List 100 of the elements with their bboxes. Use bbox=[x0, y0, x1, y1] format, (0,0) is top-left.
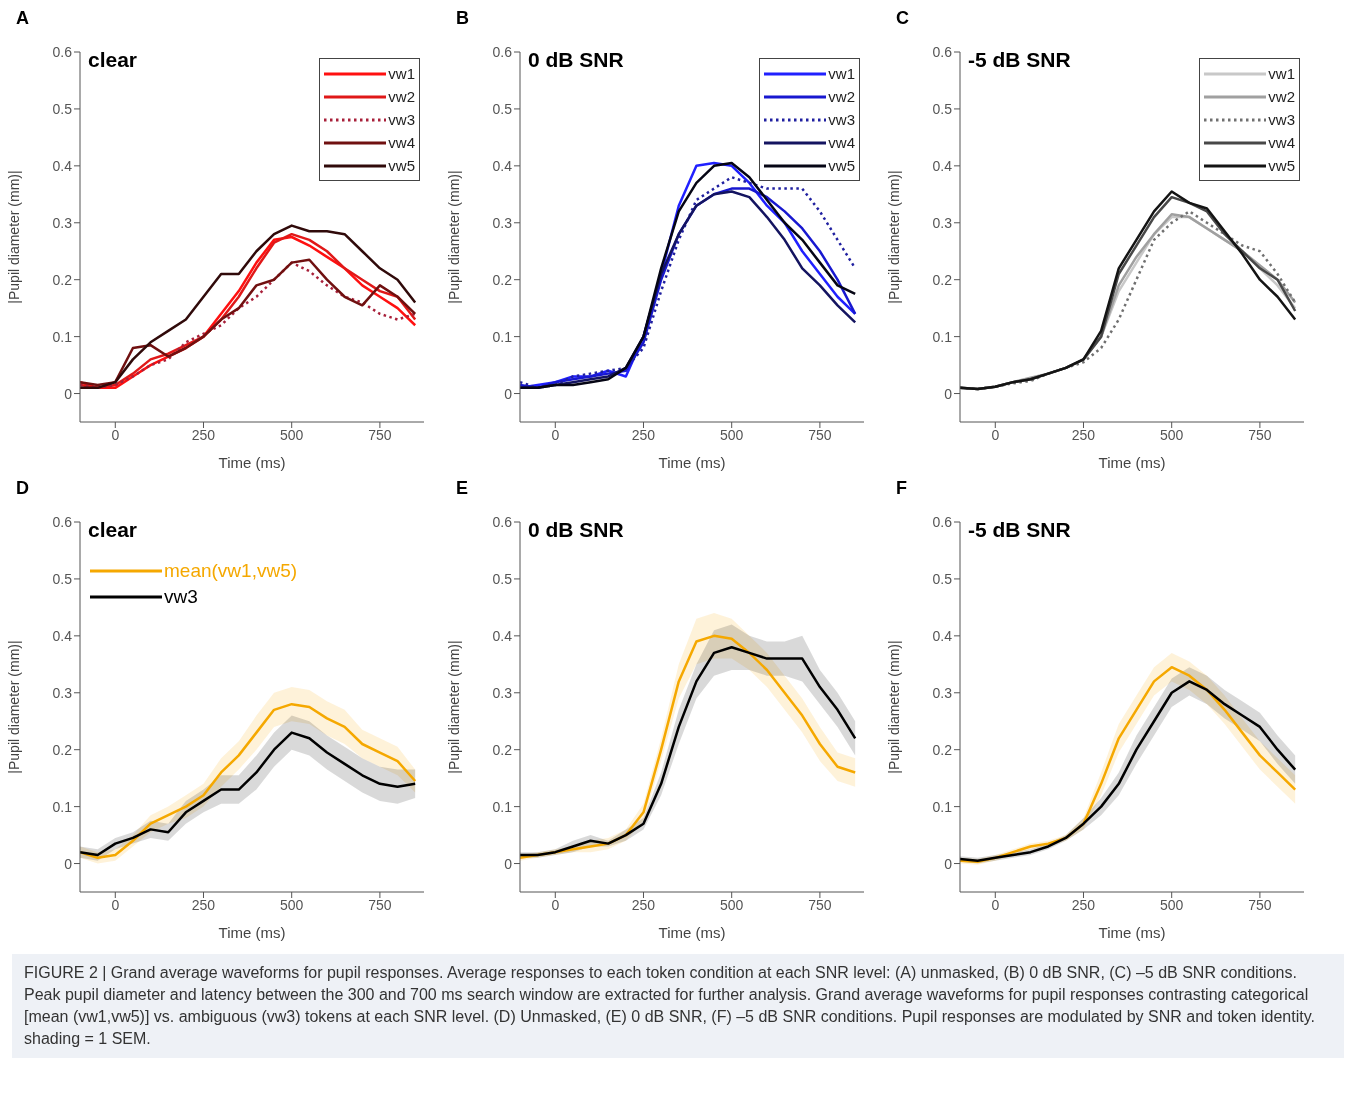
legend-label: mean(vw1,vw5) bbox=[164, 559, 298, 583]
y-tick-label: 0.5 bbox=[492, 570, 513, 587]
y-axis-title: |Pupil diameter (mm)| bbox=[885, 640, 902, 774]
x-tick-label: 0 bbox=[991, 896, 1000, 913]
y-tick-label: 0 bbox=[944, 855, 953, 872]
x-tick-label: 0 bbox=[111, 426, 120, 443]
x-tick-label: 750 bbox=[368, 426, 392, 443]
x-axis-title: Time (ms) bbox=[658, 924, 726, 941]
x-tick-label: 0 bbox=[111, 896, 120, 913]
x-tick-label: 250 bbox=[1071, 896, 1096, 913]
y-tick-label: 0 bbox=[64, 385, 73, 402]
caption: FIGURE 2 | Grand average waveforms for pupil responses. Average responses to each token condition at each SNR level: (A) unmasked, (B) 0 dB SNR, (C) –5 dB SNR conditions. Peak pupil diameter and latency between the 300 and 700 ms search window are extracted for further analysis. Grand average waveforms for pupil responses contrasting categorical [mean (vw1,vw5)] vs. ambiguous (vw3) tokens at each SNR level. (D) Unmasked, (E) 0 dB SNR, (F) –5 dB SNR conditions. Pupil responses are modulated by SNR and token identity. shading = 1 SEM. bbox=[12, 954, 1344, 1058]
x-tick-label: 0 bbox=[551, 896, 560, 913]
y-axis-title: |Pupil diameter (mm)| bbox=[445, 640, 462, 774]
x-tick-label: 0 bbox=[991, 426, 1000, 443]
x-tick-label: 750 bbox=[808, 426, 832, 443]
x-tick-label: 500 bbox=[280, 896, 304, 913]
x-axis-title: Time (ms) bbox=[218, 454, 286, 471]
y-tick-label: 0.1 bbox=[932, 798, 953, 815]
x-tick-label: 500 bbox=[720, 896, 744, 913]
text: A bbox=[16, 8, 29, 29]
y-tick-label: 0.4 bbox=[932, 157, 953, 174]
legend-label: vw4 bbox=[388, 133, 415, 153]
y-tick-label: 0.5 bbox=[932, 570, 953, 587]
y-axis-title: |Pupil diameter (mm)| bbox=[5, 170, 22, 304]
chart-title: -5 dB SNR bbox=[968, 48, 1071, 72]
y-tick-label: 0.4 bbox=[52, 157, 73, 174]
x-tick-label: 500 bbox=[280, 426, 304, 443]
text: E bbox=[456, 478, 469, 499]
x-tick-label: 250 bbox=[631, 896, 656, 913]
y-axis-title: |Pupil diameter (mm)| bbox=[885, 170, 902, 304]
x-tick-label: 750 bbox=[1248, 426, 1272, 443]
text: F bbox=[896, 478, 907, 499]
legend-label: vw2 bbox=[828, 87, 855, 107]
y-tick-label: 0.6 bbox=[52, 513, 73, 530]
legend-label: vw3 bbox=[164, 585, 198, 609]
y-tick-label: 0.2 bbox=[932, 271, 953, 288]
y-tick-label: 0.3 bbox=[492, 214, 513, 231]
y-tick-label: 0.5 bbox=[932, 100, 953, 117]
y-tick-label: 0.2 bbox=[52, 741, 73, 758]
legend-label: vw1 bbox=[828, 64, 855, 84]
y-tick-label: 0.5 bbox=[492, 100, 513, 117]
x-axis-title: Time (ms) bbox=[1098, 454, 1166, 471]
y-tick-label: 0 bbox=[504, 385, 513, 402]
x-tick-label: 750 bbox=[1248, 896, 1272, 913]
legend-label: vw3 bbox=[388, 110, 415, 130]
legend-label: vw1 bbox=[1268, 64, 1295, 84]
chart-title: -5 dB SNR bbox=[968, 518, 1071, 542]
x-tick-label: 0 bbox=[551, 426, 560, 443]
y-tick-label: 0.5 bbox=[52, 570, 73, 587]
y-axis-title: |Pupil diameter (mm)| bbox=[5, 640, 22, 774]
y-tick-label: 0.3 bbox=[492, 684, 513, 701]
y-tick-label: 0.3 bbox=[932, 684, 953, 701]
y-tick-label: 0.1 bbox=[52, 798, 73, 815]
y-tick-label: 0.1 bbox=[492, 328, 513, 345]
y-tick-label: 0.6 bbox=[492, 513, 513, 530]
x-axis-title: Time (ms) bbox=[218, 924, 286, 941]
y-tick-label: 0.3 bbox=[52, 214, 73, 231]
y-tick-label: 0 bbox=[944, 385, 953, 402]
y-tick-label: 0.1 bbox=[52, 328, 73, 345]
legend-label: vw4 bbox=[828, 133, 855, 153]
y-tick-label: 0.4 bbox=[52, 627, 73, 644]
y-tick-label: 0.1 bbox=[492, 798, 513, 815]
y-tick-label: 0.6 bbox=[932, 43, 953, 60]
y-tick-label: 0 bbox=[504, 855, 513, 872]
x-axis-title: Time (ms) bbox=[658, 454, 726, 471]
y-tick-label: 0.5 bbox=[52, 100, 73, 117]
legend-label: vw5 bbox=[388, 156, 415, 176]
y-tick-label: 0.4 bbox=[492, 627, 513, 644]
x-tick-label: 250 bbox=[631, 426, 656, 443]
y-tick-label: 0.6 bbox=[932, 513, 953, 530]
legend-label: vw2 bbox=[388, 87, 415, 107]
y-tick-label: 0.2 bbox=[492, 741, 513, 758]
x-tick-label: 750 bbox=[808, 896, 832, 913]
x-tick-label: 250 bbox=[191, 426, 216, 443]
legend-label: vw3 bbox=[828, 110, 855, 130]
x-axis-title: Time (ms) bbox=[1098, 924, 1166, 941]
x-tick-label: 750 bbox=[368, 896, 392, 913]
legend-label: vw2 bbox=[1268, 87, 1295, 107]
chart-title: clear bbox=[88, 48, 138, 72]
y-tick-label: 0.4 bbox=[492, 157, 513, 174]
y-tick-label: 0 bbox=[64, 855, 73, 872]
y-tick-label: 0.2 bbox=[492, 271, 513, 288]
x-tick-label: 500 bbox=[720, 426, 744, 443]
legend-label: vw1 bbox=[388, 64, 415, 84]
y-axis-title: |Pupil diameter (mm)| bbox=[445, 170, 462, 304]
y-tick-label: 0.2 bbox=[52, 271, 73, 288]
x-tick-label: 500 bbox=[1160, 896, 1184, 913]
y-tick-label: 0.3 bbox=[52, 684, 73, 701]
chart-title: clear bbox=[88, 518, 138, 542]
x-tick-label: 500 bbox=[1160, 426, 1184, 443]
x-tick-label: 250 bbox=[191, 896, 216, 913]
text: B bbox=[456, 8, 469, 29]
y-tick-label: 0.1 bbox=[932, 328, 953, 345]
legend-label: vw5 bbox=[828, 156, 855, 176]
y-tick-label: 0.4 bbox=[932, 627, 953, 644]
x-tick-label: 250 bbox=[1071, 426, 1096, 443]
legend-label: vw4 bbox=[1268, 133, 1295, 153]
chart-title: 0 dB SNR bbox=[528, 48, 624, 72]
y-tick-label: 0.6 bbox=[492, 43, 513, 60]
